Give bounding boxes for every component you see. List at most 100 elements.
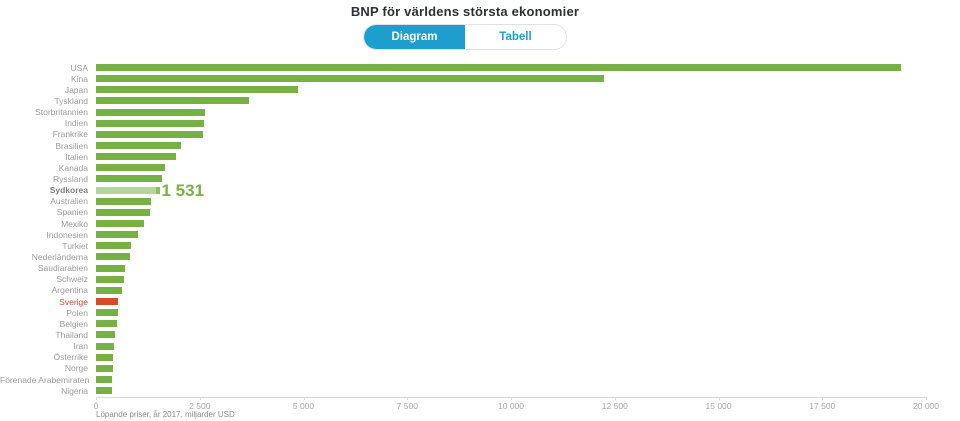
x-tick-mark <box>199 397 201 400</box>
bar[interactable] <box>96 298 119 306</box>
chart-row: Saudiarabien <box>0 263 960 274</box>
bar[interactable] <box>96 342 115 350</box>
bar[interactable] <box>96 231 139 239</box>
bar[interactable] <box>96 264 125 272</box>
x-tick-label: 5 000 <box>292 401 315 411</box>
bar[interactable] <box>96 208 151 216</box>
x-tick-label: 15 000 <box>705 401 732 411</box>
bar[interactable] <box>96 275 125 283</box>
x-tick-mark <box>303 397 305 400</box>
x-tick-mark <box>822 397 824 400</box>
bar[interactable] <box>96 197 151 205</box>
chart-row: Australien <box>0 196 960 207</box>
chart-row: Tyskland <box>0 95 960 106</box>
bar[interactable] <box>96 75 604 83</box>
x-tick-mark <box>614 397 616 400</box>
category-label: Thailand <box>55 329 88 340</box>
chart-row: Nigeria <box>0 385 960 396</box>
chart-row: Brasilien <box>0 140 960 151</box>
category-label: Schweiz <box>56 274 88 285</box>
bar[interactable] <box>96 130 204 138</box>
category-label: Norge <box>64 363 88 374</box>
toggle-diagram-button[interactable]: Diagram <box>364 25 465 49</box>
chart-row: Sydkorea 1 531 <box>0 180 960 200</box>
chart-row: Österrike <box>0 352 960 363</box>
chart-row: USA <box>0 62 960 73</box>
chart-row: Förenade Arabemiraten <box>0 374 960 385</box>
bar[interactable] <box>96 97 249 105</box>
x-tick-mark <box>96 397 97 400</box>
category-label: Tyskland <box>54 95 88 106</box>
chart-rows: USA Kina Japan Tyskland Storbritannien Indien… <box>0 62 960 396</box>
category-label: Argentina <box>51 285 88 296</box>
x-tick-mark <box>926 397 927 400</box>
bar[interactable] <box>96 175 162 183</box>
bar[interactable] <box>96 376 112 383</box>
category-label: USA <box>70 62 88 73</box>
chart-footnote: Löpande priser, år 2017, miljarder USD <box>96 410 235 419</box>
x-tick-mark <box>511 397 512 400</box>
category-label: Indien <box>64 118 88 129</box>
category-label: Kina <box>70 73 88 84</box>
bar[interactable] <box>96 153 177 161</box>
category-label: Brasilien <box>55 140 88 151</box>
chart-row: Norge <box>0 363 960 374</box>
page-title: BNP för världens största ekonomier <box>350 4 580 19</box>
category-label: Mexiko <box>61 218 88 229</box>
bar[interactable] <box>96 164 165 172</box>
bar[interactable] <box>96 186 160 194</box>
chart-row: Mexiko <box>0 218 960 229</box>
bar[interactable] <box>96 331 115 339</box>
chart-row: Polen <box>0 307 960 318</box>
chart-row: Turkiet <box>0 240 960 251</box>
category-label: Storbritannien <box>35 107 88 118</box>
category-label: Saudiarabien <box>37 263 88 274</box>
category-label: Frankrike <box>52 129 88 140</box>
x-tick-label: 17 500 <box>809 401 836 411</box>
category-label: Turkiet <box>62 240 88 251</box>
chart-row: Nederländerna <box>0 251 960 262</box>
x-tick-label: 20 000 <box>913 401 939 411</box>
bar[interactable] <box>96 142 182 150</box>
bar[interactable] <box>96 309 118 317</box>
bar[interactable] <box>96 387 112 395</box>
bar[interactable] <box>96 353 114 361</box>
bar[interactable] <box>96 242 132 250</box>
chart-row: Schweiz <box>0 274 960 285</box>
chart-row: Italien <box>0 151 960 162</box>
chart-row: Belgien <box>0 318 960 329</box>
chart-row: Japan <box>0 84 960 95</box>
category-label: Österrike <box>53 352 88 363</box>
bar[interactable] <box>96 220 144 228</box>
chart-row: Indien <box>0 118 960 129</box>
chart-row: Thailand <box>0 329 960 340</box>
category-label: Indonesien <box>46 229 88 240</box>
bar[interactable] <box>96 86 299 94</box>
category-label: Nigeria <box>61 385 88 396</box>
chart-row: Indonesien <box>0 229 960 240</box>
chart-row: Kina <box>0 73 960 84</box>
category-label: Kanada <box>58 162 88 173</box>
chart-row: Iran <box>0 341 960 352</box>
bar[interactable] <box>96 320 117 328</box>
toggle-tabell-button[interactable]: Tabell <box>465 25 566 49</box>
category-label: Belgien <box>59 318 88 329</box>
category-label: Australien <box>50 196 88 207</box>
chart-row: Kanada <box>0 162 960 173</box>
bar[interactable] <box>96 364 113 372</box>
bar[interactable] <box>96 286 123 294</box>
highlighted-value-label: 1 531 <box>161 180 205 200</box>
bar[interactable] <box>96 64 901 72</box>
bar[interactable] <box>96 119 204 127</box>
bar[interactable] <box>96 108 205 116</box>
chart-row: Argentina <box>0 285 960 296</box>
category-label: Ryssland <box>53 173 88 184</box>
chart-row: Spanien <box>0 207 960 218</box>
category-label: Iran <box>73 341 88 352</box>
category-label: Italien <box>65 151 88 162</box>
x-tick-label: 7 500 <box>396 401 418 411</box>
category-label: Polen <box>66 307 88 318</box>
bar[interactable] <box>96 253 131 261</box>
category-label: Spanien <box>56 207 88 218</box>
